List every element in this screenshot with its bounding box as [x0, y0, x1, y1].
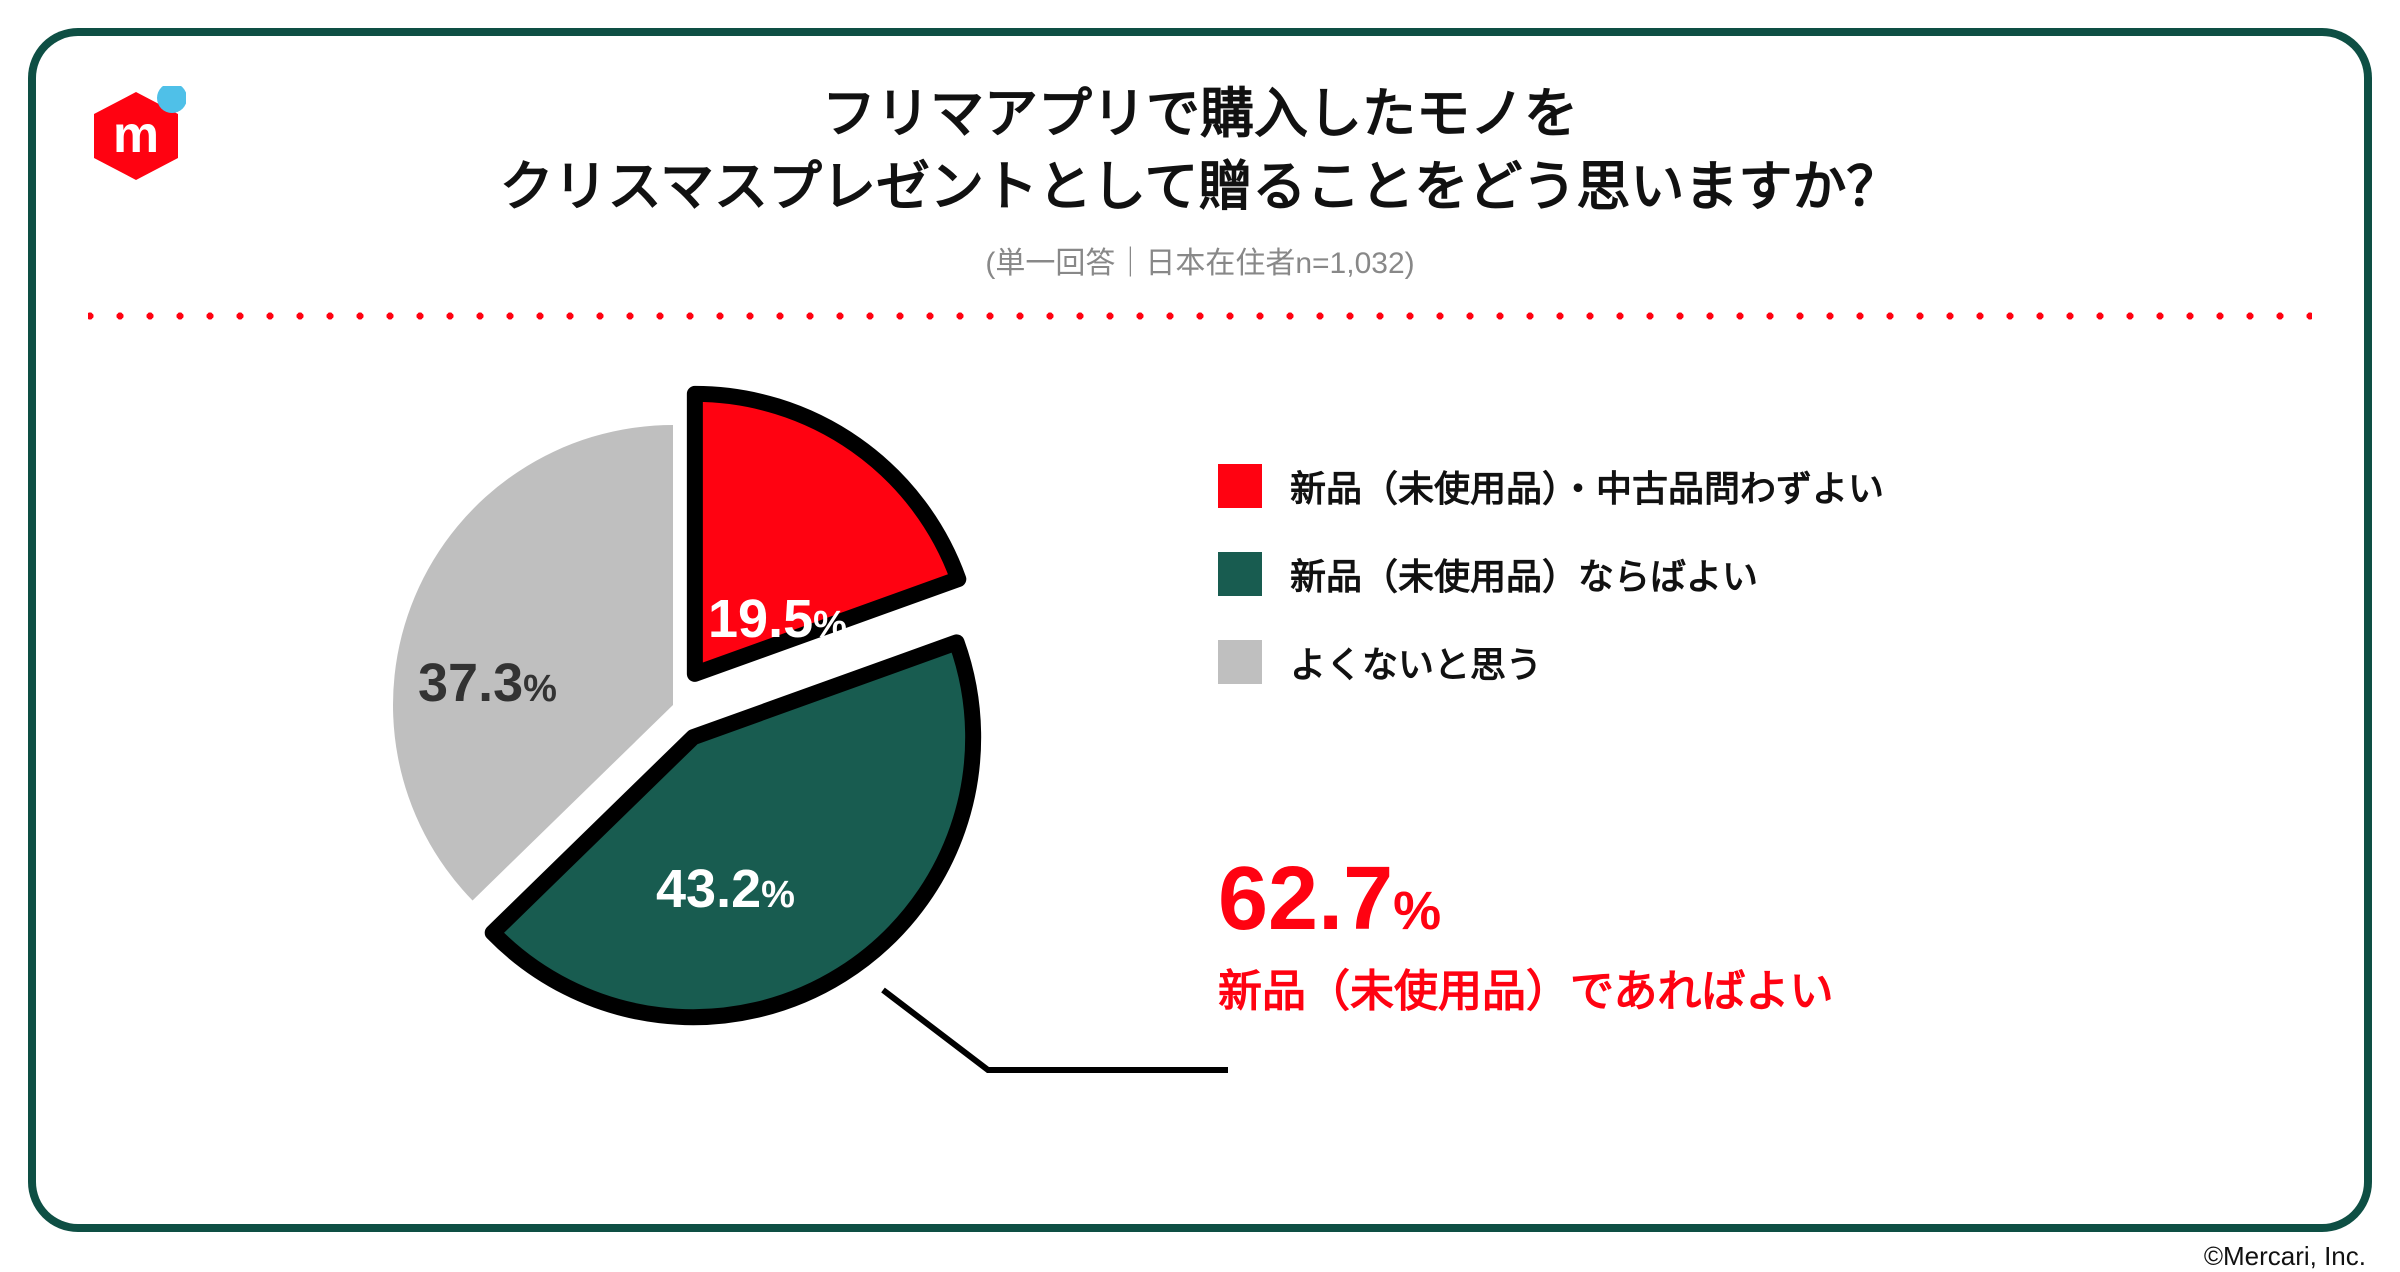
slice-label-any: 19.5%	[708, 588, 847, 650]
copyright: ©Mercari, Inc.	[2204, 1241, 2366, 1272]
dotted-divider	[88, 312, 2312, 320]
title-line-1: フリマアプリで購入したモノを	[88, 78, 2312, 151]
legend-swatch-icon	[1218, 640, 1262, 684]
mercari-logo: m	[86, 86, 186, 186]
title-block: フリマアプリで購入したモノを クリスマスプレゼントとして贈ることをどう思いますか…	[88, 78, 2312, 282]
legend-label: 新品（未使用品）・中古品問わずよい	[1290, 460, 1884, 512]
legend-item: 新品（未使用品）ならばよい	[1218, 548, 1884, 600]
callout-value: 62.7%	[1218, 848, 1884, 951]
subtitle: (単一回答｜日本在住者n=1,032)	[88, 238, 2312, 282]
legend-label: 新品（未使用品）ならばよい	[1290, 548, 1758, 600]
legend: 新品（未使用品）・中古品問わずよい新品（未使用品）ならばよいよくないと思う	[1218, 460, 1884, 688]
title-line-2: クリスマスプレゼントとして贈ることをどう思いますか？	[88, 151, 2312, 224]
slice-label-bad: 37.3%	[418, 652, 557, 714]
svg-text:m: m	[113, 106, 159, 164]
legend-swatch-icon	[1218, 552, 1262, 596]
callout-text: 新品（未使用品）であればよい	[1218, 955, 1884, 1019]
slice-label-new: 43.2%	[656, 858, 795, 920]
legend-label: よくないと思う	[1290, 636, 1542, 688]
legend-swatch-icon	[1218, 464, 1262, 508]
legend-item: よくないと思う	[1218, 636, 1884, 688]
legend-item: 新品（未使用品）・中古品問わずよい	[1218, 460, 1884, 512]
callout: 62.7% 新品（未使用品）であればよい	[1218, 848, 1884, 1019]
pie-chart: 19.5% 43.2% 37.3%	[348, 380, 998, 1030]
chart-frame: m フリマアプリで購入したモノを クリスマスプレゼントとして贈ることをどう思いま…	[28, 28, 2372, 1232]
